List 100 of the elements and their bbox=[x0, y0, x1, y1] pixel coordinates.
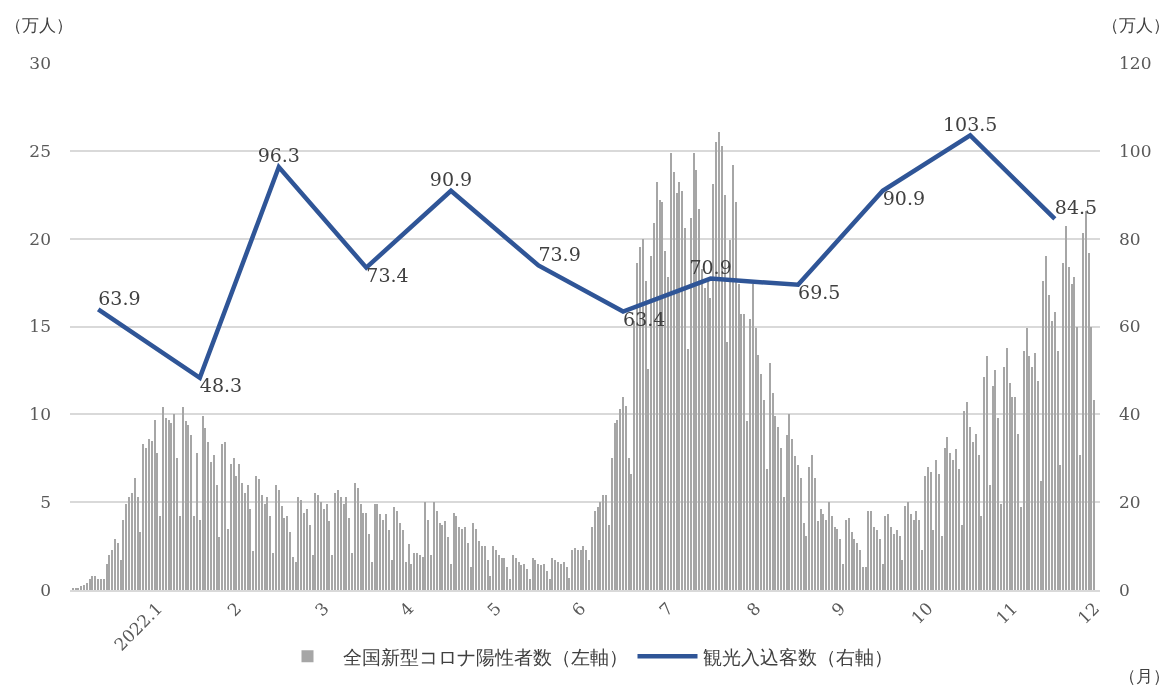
bar bbox=[413, 553, 415, 590]
bar bbox=[1054, 312, 1056, 590]
x-tick-label: 11 bbox=[991, 598, 1022, 628]
y2-tick-label: 20 bbox=[1119, 492, 1141, 513]
bar bbox=[975, 434, 977, 590]
bar bbox=[614, 423, 616, 590]
bar bbox=[495, 550, 497, 590]
bar bbox=[314, 493, 316, 590]
bar bbox=[884, 516, 886, 590]
bar bbox=[828, 502, 830, 590]
bar bbox=[870, 511, 872, 590]
bar bbox=[856, 543, 858, 590]
bar bbox=[300, 500, 302, 590]
x-axis-title: （月） bbox=[1119, 666, 1170, 686]
bar bbox=[515, 558, 517, 590]
bar bbox=[594, 511, 596, 590]
data-label: 73.4 bbox=[366, 263, 409, 286]
bar bbox=[89, 579, 91, 590]
legend-label: 全国新型コロナ陽性者数（左軸） bbox=[342, 645, 628, 668]
bar bbox=[80, 586, 82, 590]
bar bbox=[114, 539, 116, 590]
bar bbox=[582, 546, 584, 590]
bar bbox=[100, 579, 102, 590]
x-tick-label: 12 bbox=[1073, 598, 1104, 628]
bar bbox=[585, 550, 587, 590]
y-tick-label: 0 bbox=[40, 579, 51, 600]
bar bbox=[97, 579, 99, 590]
bar bbox=[484, 546, 486, 590]
bar bbox=[966, 402, 968, 590]
data-label: 73.9 bbox=[538, 242, 581, 265]
bar bbox=[317, 495, 319, 590]
y-tick-label: 20 bbox=[29, 228, 51, 249]
y2-tick-label: 120 bbox=[1119, 52, 1152, 73]
bar bbox=[848, 518, 850, 590]
bar bbox=[416, 553, 418, 590]
x-tick-label: 3 bbox=[311, 598, 333, 621]
bar bbox=[128, 497, 130, 590]
bar bbox=[788, 414, 790, 590]
bar bbox=[986, 356, 988, 590]
bar bbox=[91, 576, 93, 590]
bar bbox=[743, 314, 745, 590]
y-tick-label: 25 bbox=[29, 140, 51, 161]
x-tick-label: 9 bbox=[827, 598, 850, 621]
bar bbox=[1026, 328, 1028, 590]
bar bbox=[255, 476, 257, 590]
y2-tick-label: 60 bbox=[1119, 316, 1141, 337]
legend-label: 観光入込客数（右軸） bbox=[702, 645, 893, 668]
x-tick-label: 10 bbox=[907, 598, 937, 628]
bar bbox=[162, 407, 164, 590]
bar bbox=[396, 511, 398, 590]
bar bbox=[168, 420, 170, 590]
data-label: 70.9 bbox=[689, 255, 732, 278]
y-tick-label: 5 bbox=[40, 492, 51, 513]
bar bbox=[752, 284, 754, 590]
bar bbox=[221, 444, 223, 590]
bar bbox=[419, 555, 421, 590]
bar bbox=[266, 497, 268, 590]
bar bbox=[354, 483, 356, 590]
bar bbox=[512, 555, 514, 590]
y-axis-title: （万人） bbox=[5, 15, 73, 35]
bar bbox=[154, 420, 156, 590]
bar bbox=[94, 576, 96, 590]
bar bbox=[574, 548, 576, 590]
bar bbox=[408, 544, 410, 590]
data-label: 96.3 bbox=[257, 144, 300, 167]
bar bbox=[385, 514, 387, 590]
x-tick-label: 8 bbox=[742, 598, 765, 621]
bar bbox=[557, 562, 559, 590]
bar bbox=[238, 464, 240, 590]
data-label: 103.5 bbox=[942, 112, 998, 135]
data-label: 63.9 bbox=[98, 286, 141, 309]
bar bbox=[670, 153, 672, 590]
bar bbox=[518, 562, 520, 590]
bar bbox=[1014, 397, 1016, 590]
bar bbox=[904, 506, 906, 590]
x-tick-label: 7 bbox=[655, 598, 678, 621]
bar bbox=[915, 511, 917, 590]
bar bbox=[876, 530, 878, 590]
bar bbox=[334, 493, 336, 590]
data-label: 90.9 bbox=[429, 168, 473, 191]
bar bbox=[994, 370, 996, 590]
bar bbox=[275, 485, 277, 590]
bar bbox=[845, 520, 847, 590]
bar bbox=[196, 453, 198, 590]
bar bbox=[907, 502, 909, 590]
bar bbox=[117, 543, 119, 590]
bar bbox=[718, 132, 720, 590]
bar bbox=[202, 416, 204, 590]
bar bbox=[233, 458, 235, 590]
bar bbox=[732, 165, 734, 590]
bar bbox=[464, 527, 466, 590]
bar bbox=[543, 564, 545, 590]
bar bbox=[811, 455, 813, 590]
bar bbox=[554, 560, 556, 590]
y-tick-label: 10 bbox=[29, 404, 51, 425]
data-label: 48.3 bbox=[199, 374, 243, 397]
y2-tick-label: 100 bbox=[1119, 140, 1152, 161]
bar bbox=[580, 550, 582, 590]
y2-tick-label: 0 bbox=[1119, 579, 1130, 600]
bar bbox=[83, 585, 85, 590]
